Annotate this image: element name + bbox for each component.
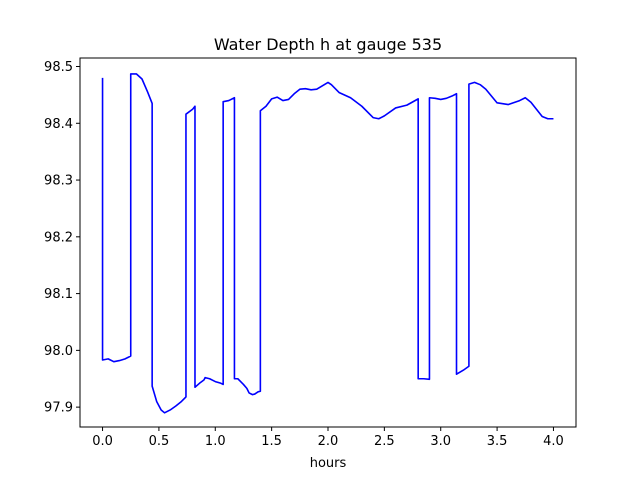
x-tick-label: 2.0 (318, 434, 339, 449)
y-axis: 97.9 98.0 98.1 98.2 98.3 98.4 98.5 (44, 60, 80, 416)
plot-frame (79, 57, 577, 428)
series-line-0 (101, 73, 554, 414)
x-tick-label: 0.0 (92, 434, 113, 449)
x-tick-label: 3.5 (487, 434, 508, 449)
y-tick-label: 98.1 (44, 287, 73, 302)
y-tick-label: 98.5 (44, 60, 73, 75)
x-tick-label: 0.5 (149, 434, 170, 449)
x-tick-label: 2.5 (374, 434, 395, 449)
x-axis-label: hours (310, 456, 347, 471)
y-tick-label: 98.2 (44, 230, 73, 245)
y-tick-label: 98.3 (44, 174, 73, 189)
x-tick-label: 4.0 (543, 434, 564, 449)
x-tick-label: 1.5 (261, 434, 282, 449)
chart-title: Water Depth h at gauge 535 (214, 35, 442, 54)
x-axis: 0.0 0.5 1.0 1.5 2.0 2.5 3.0 3.5 4.0 (92, 427, 564, 449)
y-tick-label: 97.9 (44, 401, 73, 416)
y-tick-label: 98.0 (44, 344, 73, 359)
y-tick-label: 98.4 (44, 117, 73, 132)
x-tick-label: 1.0 (205, 434, 226, 449)
x-tick-label: 3.0 (430, 434, 451, 449)
plot-layer (101, 73, 554, 414)
